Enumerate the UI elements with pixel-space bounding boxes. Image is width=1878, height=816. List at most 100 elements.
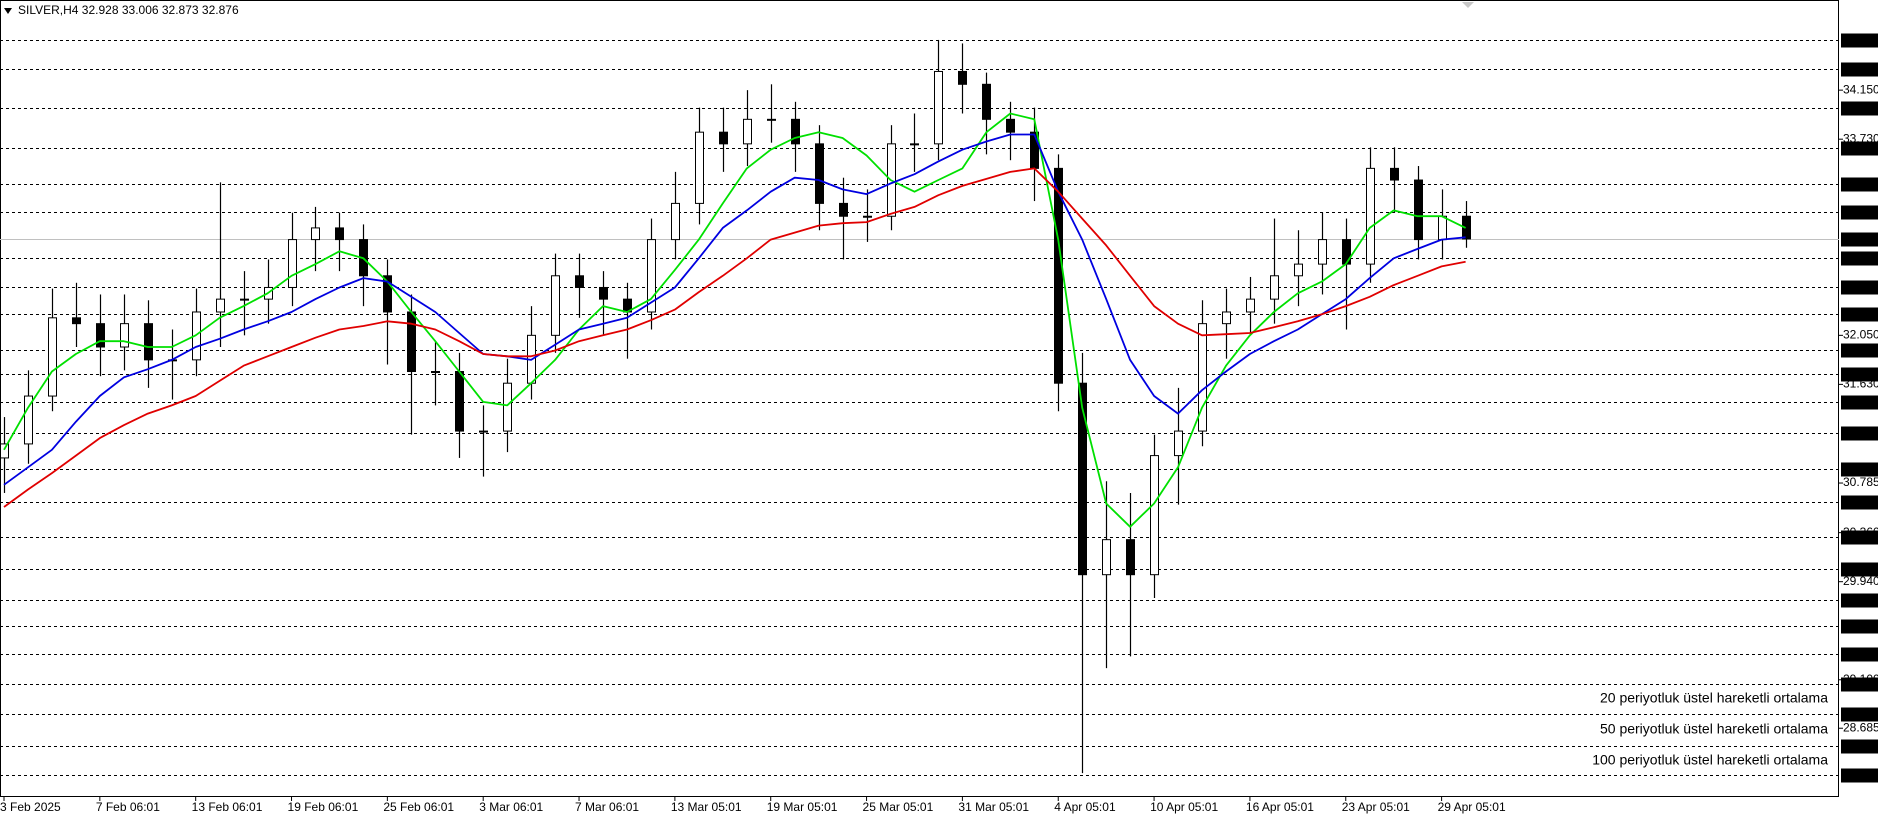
candle-body xyxy=(216,298,225,313)
candle-body xyxy=(311,227,320,241)
level-label: 28.530 xyxy=(1843,740,1878,754)
candle-body xyxy=(335,227,344,241)
level-label-box xyxy=(1841,495,1878,510)
y-tick-label: 29.940 xyxy=(1843,574,1878,588)
x-tick-label: 25 Feb 06:01 xyxy=(383,800,454,814)
legend-entry: 100 periyotluk üstel hareketli ortalama xyxy=(1592,752,1828,768)
candle-body xyxy=(982,83,991,120)
ema-line xyxy=(3,112,1466,528)
level-label: 32.460 xyxy=(1843,281,1878,295)
candle-body xyxy=(1246,298,1255,313)
level-label: 33.110 xyxy=(1843,206,1878,220)
level-label: 30.903 xyxy=(1843,463,1878,477)
level-label: 29.560 xyxy=(1843,620,1878,634)
candle-body xyxy=(1198,323,1207,432)
current-price-label: 32.876 xyxy=(1843,233,1878,247)
candle-body xyxy=(815,143,824,204)
candle-body xyxy=(934,70,943,145)
level-label: 30.050 xyxy=(1843,563,1878,577)
level-label: 34.000 xyxy=(1843,102,1878,116)
level-label-box xyxy=(1841,647,1878,662)
candle-body xyxy=(647,239,656,313)
candle-body xyxy=(72,317,81,325)
level-label-box xyxy=(1841,307,1878,322)
level-label: 32.233 xyxy=(1843,308,1878,322)
candle-body xyxy=(1414,179,1423,241)
candle-body xyxy=(1006,118,1015,133)
plot-frame xyxy=(0,0,1839,797)
level-label-box xyxy=(1841,739,1878,754)
level-label: 34.333 xyxy=(1843,63,1878,77)
level-label: 29.780 xyxy=(1843,594,1878,608)
candle-body xyxy=(144,323,153,361)
x-tick-label: 3 Mar 06:01 xyxy=(479,800,543,814)
candle-body xyxy=(1126,539,1135,576)
level-label: 34.583 xyxy=(1843,34,1878,48)
candle-body xyxy=(120,323,129,348)
y-tick-label: 30.785 xyxy=(1843,475,1878,489)
level-label: 31.475 xyxy=(1843,396,1878,410)
candle-body xyxy=(1078,382,1087,576)
candle-body xyxy=(719,131,728,145)
level-label-box xyxy=(1841,562,1878,577)
level-label: 33.655 xyxy=(1843,142,1878,156)
level-label-box xyxy=(1841,33,1878,48)
header-arrow xyxy=(4,8,12,14)
candle-body xyxy=(575,275,584,288)
level-label-box xyxy=(1841,251,1878,266)
level-label: 30.319 xyxy=(1843,531,1878,545)
candle-body xyxy=(383,275,392,313)
level-label: 28.811 xyxy=(1843,708,1878,722)
candle-body xyxy=(863,215,872,218)
level-label-box xyxy=(1841,141,1878,156)
x-tick-label: 7 Feb 06:01 xyxy=(96,800,160,814)
y-tick-label: 28.685 xyxy=(1843,720,1878,734)
level-label: 31.723 xyxy=(1843,368,1878,382)
level-label: 31.210 xyxy=(1843,427,1878,441)
candle-body xyxy=(1150,455,1159,576)
level-label-box xyxy=(1841,593,1878,608)
level-label: 30.619 xyxy=(1843,496,1878,510)
candle-body xyxy=(240,298,249,301)
candle-body xyxy=(1054,167,1063,384)
current-price-box xyxy=(1841,232,1878,247)
candle-body xyxy=(431,371,440,374)
candle-body xyxy=(1222,311,1231,325)
candle-body xyxy=(407,311,416,373)
candle-body xyxy=(1390,167,1399,181)
x-tick-label: 3 Feb 2025 xyxy=(0,800,61,814)
level-label: 32.713 xyxy=(1843,252,1878,266)
candle-body xyxy=(695,131,704,204)
level-label: 31.925 xyxy=(1843,344,1878,358)
x-tick-label: 19 Mar 05:01 xyxy=(767,800,838,814)
chart-title: SILVER,H4 32.928 33.006 32.873 32.876 xyxy=(18,3,239,17)
level-label-box xyxy=(1841,530,1878,545)
candle-body xyxy=(743,118,752,145)
x-tick-label: 19 Feb 06:01 xyxy=(288,800,359,814)
candle-body xyxy=(24,395,33,445)
level-label-box xyxy=(1841,177,1878,192)
candle-body xyxy=(0,443,9,459)
candle-body xyxy=(48,317,57,397)
candle-body xyxy=(1102,539,1111,576)
candle-body xyxy=(910,143,919,146)
y-tick-label: 34.150 xyxy=(1843,82,1878,96)
candle-body xyxy=(1174,430,1183,457)
x-tick-label: 23 Apr 05:01 xyxy=(1342,800,1410,814)
level-label: 33.350 xyxy=(1843,178,1878,192)
level-label-box xyxy=(1841,462,1878,477)
level-label-box xyxy=(1841,395,1878,410)
level-label-box xyxy=(1841,62,1878,77)
x-tick-label: 16 Apr 05:01 xyxy=(1246,800,1314,814)
level-label-box xyxy=(1841,677,1878,692)
candle-body xyxy=(551,275,560,336)
candle-body xyxy=(1462,215,1471,240)
candle-body xyxy=(1366,167,1375,265)
candle-body xyxy=(599,286,608,300)
ema-line xyxy=(3,167,1466,508)
level-label-box xyxy=(1841,101,1878,116)
x-tick-label: 29 Apr 05:01 xyxy=(1438,800,1506,814)
level-label-box xyxy=(1841,619,1878,634)
candle-body xyxy=(767,118,776,121)
